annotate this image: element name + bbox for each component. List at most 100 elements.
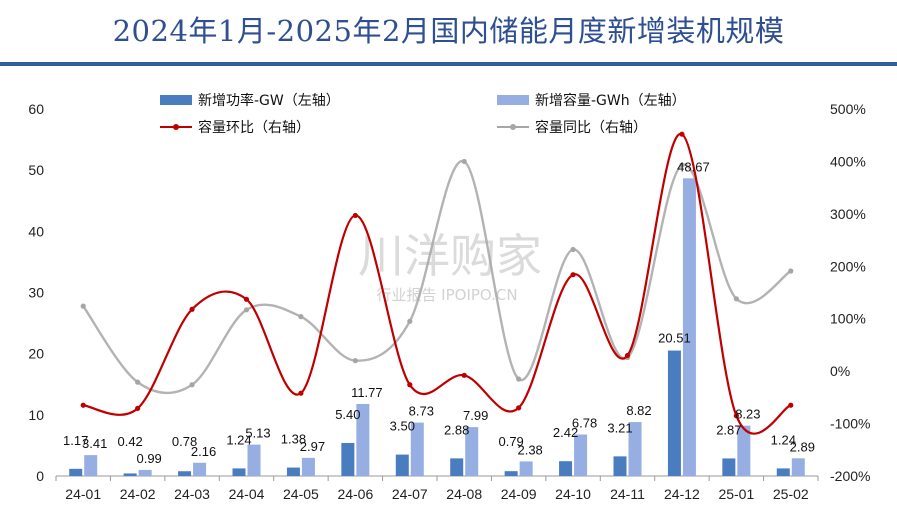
x-tick-label: 24-09 — [501, 486, 537, 502]
right-y-tick-label: 0% — [830, 363, 850, 379]
power-bar — [178, 471, 192, 476]
capacity-data-label: 5.13 — [245, 426, 270, 441]
capacity-bar — [301, 457, 315, 476]
chart-title: 2024年1月-2025年2月国内储能月度新增装机规模 — [112, 14, 785, 48]
legend-capacity-swatch — [497, 95, 529, 105]
capacity-bar — [791, 458, 805, 476]
left-y-tick-label: 50 — [28, 162, 44, 178]
watermark: 川洋购家 行业报告 IPOIPO.CN — [358, 229, 542, 304]
left-y-tick-label: 60 — [28, 101, 44, 117]
legend-yoy: 容量同比（右轴） — [497, 119, 647, 136]
x-tick-label: 24-10 — [555, 486, 591, 502]
capacity-bar — [519, 461, 533, 476]
capacity-data-label: 2.38 — [517, 442, 542, 457]
yoy-line-point — [733, 296, 739, 302]
yoy-line-point — [788, 268, 794, 274]
capacity-bar — [465, 427, 479, 476]
legend-yoy-marker — [510, 124, 516, 130]
capacity-data-label: 7.99 — [463, 408, 488, 423]
legend-power: 新增功率-GW（左轴） — [160, 92, 340, 109]
x-tick-label: 24-06 — [337, 486, 373, 502]
mom-line-point — [679, 131, 685, 137]
power-bar — [123, 473, 137, 476]
power-data-label: 0.42 — [117, 434, 142, 449]
power-data-label: 0.78 — [172, 434, 197, 449]
capacity-data-label: 3.41 — [82, 436, 107, 451]
power-data-label: 0.79 — [498, 434, 523, 449]
power-data-label: 2.42 — [553, 425, 578, 440]
power-data-label: 20.51 — [658, 331, 691, 346]
power-data-label: 3.50 — [390, 419, 415, 434]
capacity-data-label: 0.99 — [136, 451, 161, 466]
watermark-main: 川洋购家 — [358, 229, 542, 283]
mom-line-point — [624, 352, 631, 359]
data-labels-group: 1.17 0.42 0.78 1.24 1.38 5.40 3.50 2.88 0.79 2.42… — [63, 159, 815, 466]
yoy-line-point — [352, 358, 358, 364]
capacity-bar — [628, 422, 642, 476]
capacity-data-label: 11.77 — [351, 385, 383, 400]
left-y-tick-label: 30 — [28, 285, 44, 301]
bars-group — [69, 178, 805, 477]
legend-yoy-label: 容量同比（右轴） — [535, 119, 647, 136]
power-data-label: 1.24 — [771, 432, 796, 447]
power-data-label: 5.40 — [335, 407, 360, 422]
x-tick-label: 24-07 — [392, 486, 428, 502]
yoy-line-point — [461, 158, 467, 165]
yoy-line-point — [135, 379, 141, 385]
left-y-tick-label: 10 — [28, 407, 44, 423]
mom-line-point — [135, 405, 141, 411]
right-y-tick-label: -100% — [830, 416, 870, 432]
power-bar — [450, 458, 464, 476]
power-data-label: 3.21 — [607, 420, 632, 435]
power-data-label: 1.38 — [281, 432, 306, 447]
power-bar — [613, 456, 627, 476]
capacity-data-label: 8.23 — [735, 407, 760, 422]
yoy-line-point — [516, 376, 522, 382]
power-data-label: 2.88 — [444, 422, 469, 437]
yoy-line-point — [189, 382, 195, 388]
power-data-label: 1.24 — [226, 432, 251, 447]
right-y-tick-label: -200% — [830, 468, 870, 484]
lines-group — [80, 131, 794, 435]
right-y-tick-label: 500% — [830, 101, 866, 117]
legend-capacity-label: 新增容量-GWh（左轴） — [535, 92, 686, 109]
x-tick-label: 24-12 — [664, 486, 700, 502]
legend: 新增功率-GW（左轴） 新增容量-GWh（左轴） 容量环比（右轴） 容量同比（右轴） — [160, 92, 686, 136]
left-y-tick-label: 0 — [36, 468, 44, 484]
power-bar — [776, 468, 790, 476]
legend-mom: 容量环比（右轴） — [160, 119, 310, 136]
right-y-tick-label: 100% — [830, 311, 866, 327]
power-bar — [722, 458, 736, 476]
yoy-line-point — [407, 318, 413, 324]
capacity-bar — [410, 422, 424, 476]
yoy-line-point — [570, 246, 576, 253]
x-tick-label: 24-05 — [283, 486, 319, 502]
yoy-line-point — [243, 307, 250, 313]
legend-power-swatch — [160, 95, 192, 105]
yoy-line-point — [679, 162, 685, 168]
left-y-tick-label: 40 — [28, 223, 44, 239]
x-tick-label: 24-01 — [65, 486, 101, 502]
power-bar — [667, 350, 681, 476]
legend-mom-label: 容量环比（右轴） — [198, 119, 310, 136]
power-data-label: 2.87 — [716, 422, 741, 437]
legend-power-label: 新增功率-GW（左轴） — [198, 92, 340, 109]
yoy-line-point — [298, 314, 304, 320]
mom-line-point — [352, 212, 358, 219]
x-tick-label: 24-04 — [229, 486, 265, 502]
mom-line-point — [788, 402, 794, 408]
mom-line-point — [407, 382, 413, 388]
mom-line-point — [570, 272, 576, 278]
capacity-bar — [682, 178, 696, 477]
power-bar — [232, 468, 246, 476]
x-tick-label: 25-01 — [718, 486, 754, 502]
capacity-data-label: 6.78 — [572, 416, 597, 431]
power-data-label: 1.17 — [63, 433, 88, 448]
capacity-data-label: 48.67 — [677, 159, 710, 174]
x-tick-label: 24-02 — [120, 486, 156, 502]
capacity-bar — [574, 434, 588, 476]
capacity-data-label: 2.89 — [790, 439, 815, 454]
capacity-data-label: 2.16 — [191, 444, 216, 459]
right-y-tick-label: 200% — [830, 258, 866, 274]
